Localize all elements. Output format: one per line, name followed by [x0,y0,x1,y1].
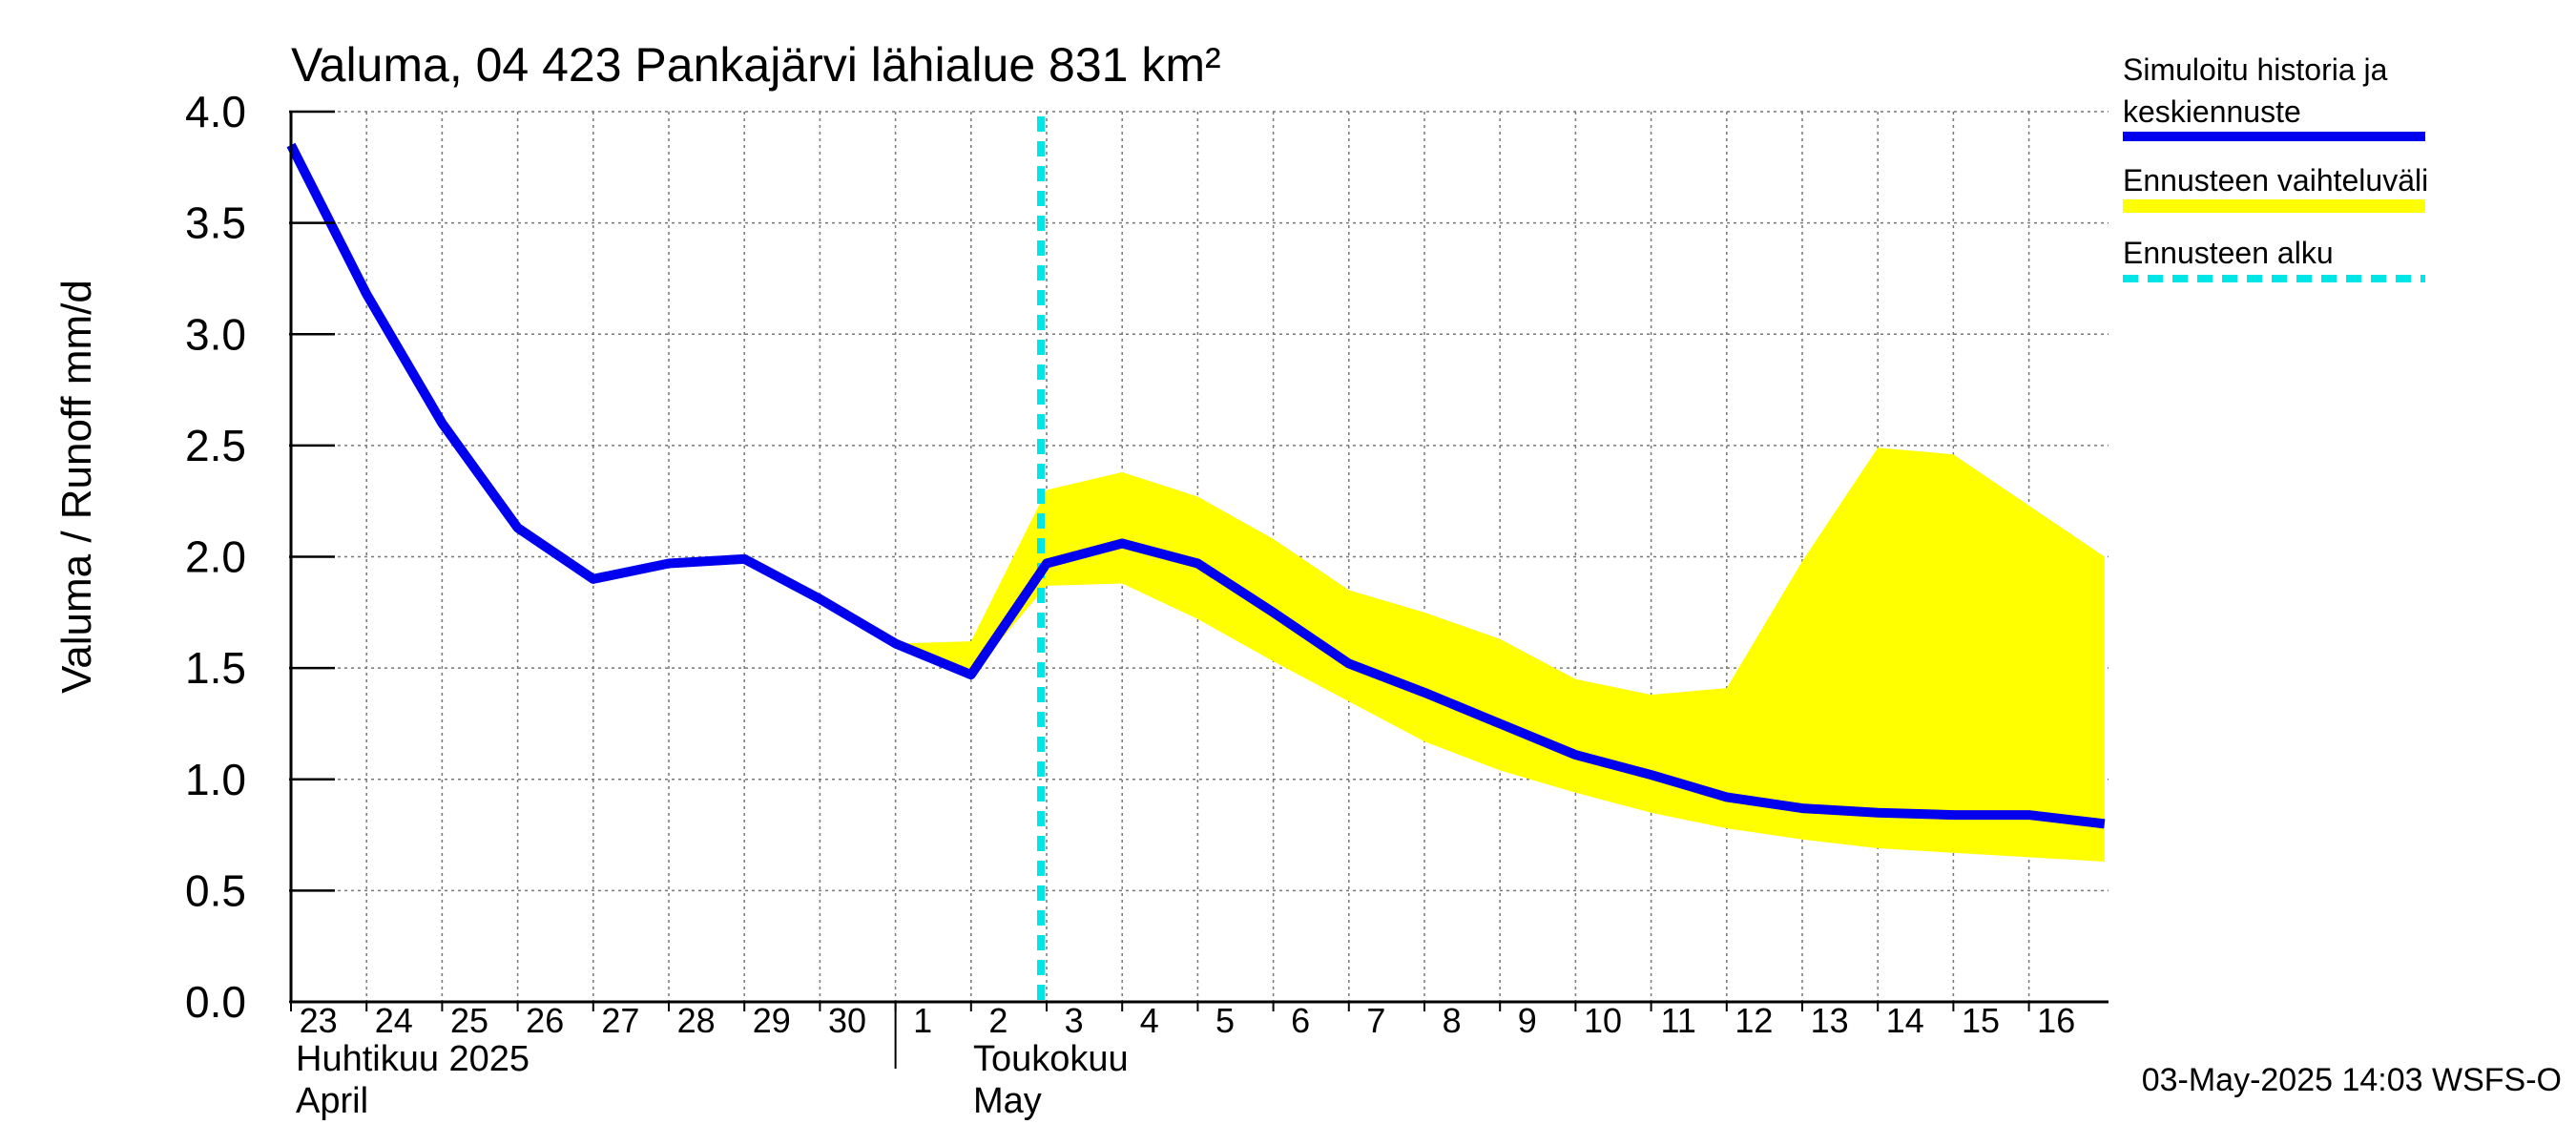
x-tick-label: 2 [988,1001,1008,1040]
x-tick-label: 29 [753,1001,791,1040]
legend-label-simulated-line2: keskiennuste [2123,94,2301,129]
legend-label-forecast-start: Ennusteen alku [2123,236,2334,270]
month-label-may-fi: Toukokuu [973,1039,1129,1079]
legend-label-range: Ennusteen vaihteluväli [2123,163,2428,198]
y-tick-label: 2.5 [185,421,246,470]
forecast-range-band [895,448,2105,863]
x-tick-label: 23 [300,1001,338,1040]
x-tick-label: 1 [913,1001,932,1040]
y-tick-label: 3.5 [185,198,246,248]
x-tick-label: 30 [828,1001,866,1040]
y-tick-label: 0.0 [185,977,246,1027]
x-tick-label: 10 [1584,1001,1622,1040]
forecast-range-area [895,448,2105,863]
x-tick-label: 25 [450,1001,488,1040]
x-tick-label: 26 [526,1001,564,1040]
x-tick-label: 4 [1140,1001,1159,1040]
x-tick-label: 13 [1811,1001,1849,1040]
legend: Simuloitu historia ja keskiennuste Ennus… [2123,52,2428,282]
x-tick-label: 16 [2037,1001,2075,1040]
y-tick-label: 1.0 [185,755,246,804]
x-tick-label: 28 [677,1001,716,1040]
axes [289,110,2109,1069]
y-tick-label: 2.0 [185,532,246,582]
x-tick-label: 27 [601,1001,639,1040]
month-label-april-fi: Huhtikuu 2025 [296,1039,530,1079]
series-line-simulated [286,142,2106,829]
month-label-may-en: May [973,1081,1042,1121]
x-tick-label: 15 [1962,1001,2000,1040]
y-tick-label: 0.5 [185,865,246,915]
legend-label-simulated-line1: Simuloitu historia ja [2123,52,2388,87]
x-tick-label: 9 [1518,1001,1537,1040]
x-tick-label: 14 [1886,1001,1924,1040]
x-tick-label: 11 [1661,1001,1696,1040]
y-tick-labels: 0.0 0.5 1.0 1.5 2.0 2.5 3.0 3.5 4.0 [185,87,246,1027]
plot-right-mask [2109,93,2129,1021]
y-tick-label: 1.5 [185,643,246,693]
chart-title: Valuma, 04 423 Pankajärvi lähialue 831 k… [291,38,1221,92]
runoff-series [286,93,2129,1021]
y-tick-label: 4.0 [185,87,246,136]
footer-timestamp: 03-May-2025 14:03 WSFS-O [2142,1062,2562,1098]
grid-lines [291,111,2109,1002]
y-tick-label: 3.0 [185,309,246,359]
x-tick-label: 6 [1291,1001,1310,1040]
x-tick-label: 5 [1215,1001,1235,1040]
x-tick-labels: 23 24 25 26 27 28 29 30 1 2 3 4 5 6 7 8 9 10 11 12 13 14 15 16 [300,1001,2076,1040]
x-tick-label: 8 [1443,1001,1462,1040]
y-axis-label: Valuma / Runoff mm/d [53,280,100,694]
x-tick-label: 7 [1366,1001,1385,1040]
x-tick-label: 24 [375,1001,413,1040]
x-tick-label: 12 [1735,1001,1773,1040]
month-label-april-en: April [296,1081,368,1121]
x-tick-label: 3 [1065,1001,1084,1040]
